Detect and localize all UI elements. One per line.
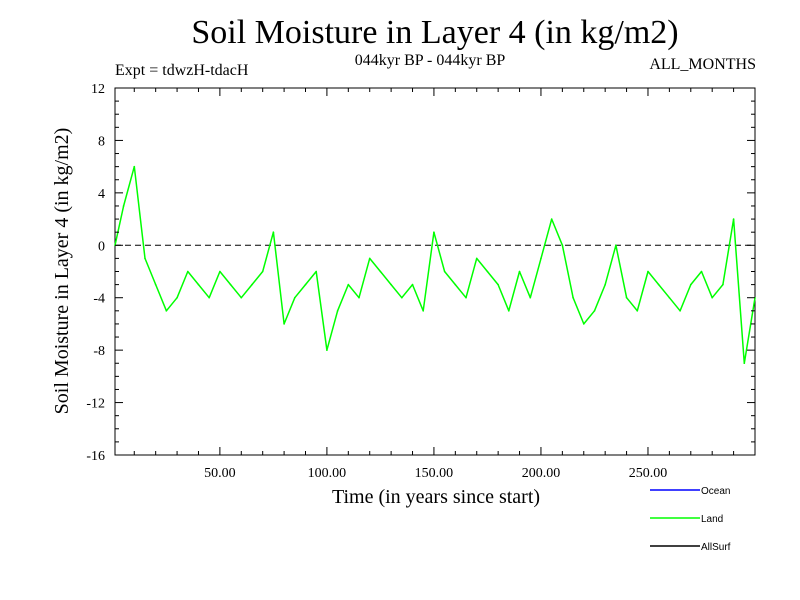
data-point: [422, 310, 425, 312]
plot-frame: [114, 87, 756, 456]
data-point: [358, 296, 360, 299]
data-point: [208, 296, 210, 299]
data-point: [700, 270, 703, 273]
data-point: [647, 270, 649, 273]
legend: Ocean Land AllSurf: [650, 486, 731, 553]
data-point: [133, 165, 136, 168]
data-point: [283, 323, 285, 325]
data-point: [379, 270, 382, 273]
data-point: [401, 296, 403, 299]
data-point: [368, 257, 371, 260]
data-point: [582, 323, 585, 325]
data-point: [550, 218, 553, 220]
data-point: [186, 270, 189, 273]
data-point: [219, 270, 221, 273]
data-point: [604, 283, 606, 286]
data-point: [443, 270, 446, 273]
period-label: ALL_MONTHS: [649, 56, 756, 73]
data-point: [518, 270, 521, 273]
chart-subtitle: 044kyr BP - 044kyr BP: [354, 52, 506, 69]
data-point: [336, 310, 339, 312]
data-point: [540, 257, 542, 260]
data-point: [229, 283, 232, 286]
data-point: [154, 283, 157, 286]
data-point: [433, 231, 435, 233]
data-point: [144, 257, 146, 260]
x-tick-label: 50.00: [204, 466, 236, 481]
data-point: [272, 231, 275, 233]
data-point: [454, 283, 457, 286]
data-point: [465, 296, 467, 299]
data-point: [508, 310, 510, 312]
data-point: [561, 244, 564, 247]
x-tick-label: 200.00: [522, 466, 561, 481]
chart-title: Soil Moisture in Layer 4 (in kg/m2): [191, 14, 679, 51]
data-point: [679, 310, 681, 312]
legend-label-allsurf: AllSurf: [701, 542, 731, 553]
series-line-land: [114, 165, 756, 365]
legend-label-ocean: Ocean: [701, 486, 730, 497]
x-axis-label: Time (in years since start): [332, 486, 540, 508]
data-point: [304, 283, 307, 286]
data-point: [176, 296, 178, 299]
legend-label-land: Land: [701, 514, 723, 525]
data-point: [732, 218, 735, 220]
data-point: [668, 296, 671, 299]
data-point: [657, 283, 660, 286]
data-point: [743, 362, 746, 365]
x-tick-label: 250.00: [629, 466, 668, 481]
data-point: [593, 310, 596, 312]
y-tick-label: 12: [91, 82, 105, 97]
data-point: [315, 270, 318, 273]
data-point: [390, 283, 392, 286]
data-point: [122, 205, 125, 207]
data-point: [411, 283, 414, 286]
x-tick-label: 100.00: [308, 466, 347, 481]
data-point: [689, 283, 692, 286]
data-point: [615, 244, 617, 247]
data-point: [529, 296, 532, 299]
data-point: [636, 310, 639, 312]
data-point: [486, 270, 489, 273]
data-point: [197, 283, 200, 286]
data-point: [240, 296, 243, 299]
y-tick-label: -16: [86, 449, 105, 464]
data-point: [261, 270, 264, 273]
data-point: [347, 283, 350, 286]
x-tick-label: 150.00: [415, 466, 454, 481]
data-point: [293, 296, 296, 299]
data-point: [625, 296, 628, 299]
data-point: [251, 283, 253, 286]
y-tick-label: 4: [98, 187, 105, 202]
data-point: [572, 296, 574, 299]
data-point: [497, 283, 499, 286]
y-tick-label: -4: [93, 292, 105, 307]
data-point: [475, 257, 478, 260]
y-tick-label: 0: [98, 239, 105, 254]
data-point: [711, 296, 713, 299]
y-tick-label: 8: [98, 134, 105, 149]
data-point: [722, 283, 724, 286]
experiment-label: Expt = tdwzH-tdacH: [115, 62, 249, 79]
y-axis-label: Soil Moisture in Layer 4 (in kg/m2): [51, 128, 73, 415]
data-point: [165, 310, 168, 312]
data-point: [326, 349, 328, 351]
y-tick-label: -12: [86, 397, 105, 412]
y-tick-label: -8: [93, 344, 105, 359]
